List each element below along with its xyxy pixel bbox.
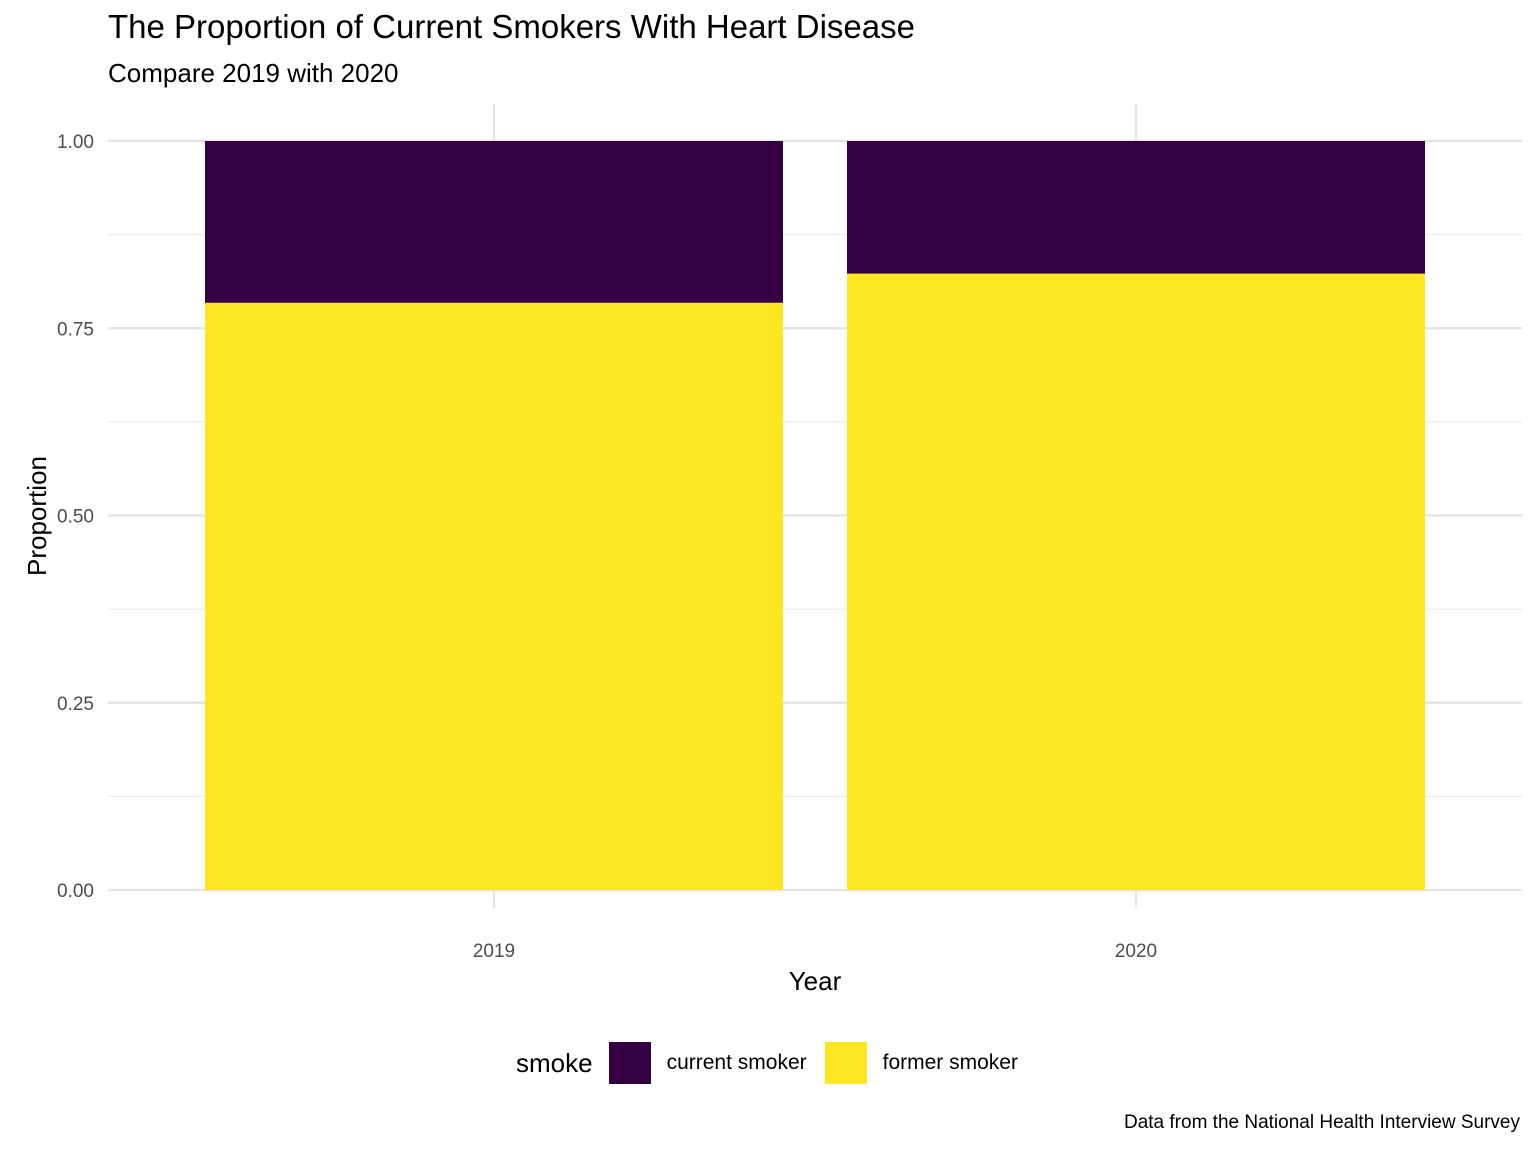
legend-key-current-smoker [608,1042,651,1084]
y-tick-label: 1.00 [57,132,94,153]
legend: smoke current smoker former smoker [0,1040,1536,1086]
bars [205,141,1425,890]
y-axis-title: Proportion [22,456,52,576]
bar-2019-current-smoker [205,141,783,303]
chart-plot: 0.00 0.25 0.50 0.75 1.00 2019 2020 Year Propor… [22,104,1522,996]
chart-subtitle: Compare 2019 with 2020 [108,58,399,88]
y-tick-label: 0.50 [57,507,94,528]
legend-key-former-smoker [824,1042,867,1084]
bar-2020-current-smoker [847,141,1425,274]
legend-label-former-smoker: former smoker [882,1051,1018,1074]
legend-label-current-smoker: current smoker [666,1051,807,1074]
y-tick-label: 0.25 [57,694,94,715]
tick-labels: 0.00 0.25 0.50 0.75 1.00 2019 2020 [57,132,1157,962]
x-tick-label: 2019 [473,941,515,962]
legend-item-former-smoker: former smoker [824,1042,1018,1084]
y-tick-label: 0.00 [57,881,94,902]
bar-2020-former-smoker [847,273,1425,890]
x-axis-title: Year [789,966,842,996]
y-tick-label: 0.75 [57,319,94,340]
chart-caption: Data from the National Health Interview … [1123,1112,1520,1133]
legend-item-current-smoker: current smoker [608,1042,807,1084]
bar-2019-former-smoker [205,302,783,890]
x-tick-label: 2020 [1115,941,1157,962]
chart-title: The Proportion of Current Smokers With H… [108,8,915,45]
legend-title: smoke [516,1047,593,1078]
